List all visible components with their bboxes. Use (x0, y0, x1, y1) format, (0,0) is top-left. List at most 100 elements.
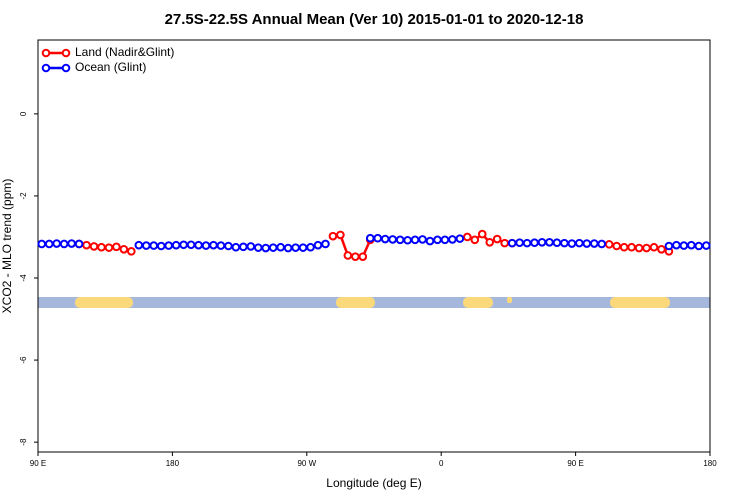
chart-title: 27.5S-22.5S Annual Mean (Ver 10) 2015-01… (165, 11, 584, 28)
point (470, 235, 480, 245)
point (612, 241, 621, 251)
point (253, 243, 263, 252)
point (552, 238, 562, 248)
point (530, 238, 539, 248)
point (545, 238, 554, 247)
point (119, 244, 129, 254)
point (701, 241, 711, 250)
land-patch (75, 297, 133, 308)
point (485, 238, 495, 247)
point (477, 229, 487, 239)
point (59, 239, 69, 249)
point (627, 242, 636, 252)
land-patch (463, 297, 493, 308)
point (582, 239, 592, 248)
point (328, 231, 338, 241)
point (343, 251, 353, 260)
legend-marker (41, 63, 51, 73)
point (104, 243, 114, 252)
legend-marker (41, 48, 51, 58)
point (82, 240, 91, 250)
point (463, 232, 472, 242)
point (74, 239, 84, 249)
point (231, 242, 241, 252)
point (209, 240, 218, 250)
land-mask-strip (38, 297, 710, 308)
point (604, 240, 614, 249)
point (515, 238, 524, 248)
point (440, 235, 450, 245)
point (164, 241, 173, 250)
point (141, 241, 151, 250)
y-tick-label: -2 (19, 192, 28, 200)
point (410, 235, 420, 245)
point (649, 242, 659, 252)
x-tick-label: 180 (166, 459, 180, 468)
point (268, 243, 278, 252)
point (313, 240, 323, 250)
point (395, 235, 405, 245)
point (403, 235, 412, 245)
point (694, 241, 704, 251)
point (351, 252, 360, 261)
point (567, 239, 577, 248)
point (373, 233, 383, 243)
point (388, 235, 397, 244)
point (589, 239, 599, 248)
point (186, 240, 196, 250)
point (37, 239, 47, 249)
point (276, 242, 285, 252)
point (224, 241, 233, 251)
point (455, 234, 465, 243)
point (298, 243, 308, 252)
point (97, 242, 106, 252)
point (507, 238, 517, 248)
x-tick-label: 90 E (30, 459, 46, 468)
y-tick-label: -6 (19, 356, 28, 364)
y-tick-label: -8 (19, 438, 28, 446)
point (634, 243, 644, 253)
x-tick-label: 0 (439, 459, 444, 468)
point (127, 247, 136, 256)
x-axis-label: Longitude (deg E) (326, 476, 421, 490)
point (560, 238, 569, 248)
y-axis-label: XCO2 - MLO trend (ppm) (0, 179, 14, 314)
point (672, 240, 681, 250)
point (425, 236, 435, 246)
point (492, 234, 502, 244)
y-tick-label: 0 (19, 111, 28, 116)
point (52, 239, 61, 248)
point (44, 239, 54, 249)
point (537, 238, 547, 247)
point (336, 230, 345, 240)
x-tick-label: 180 (703, 459, 717, 468)
point (112, 242, 121, 252)
point (134, 240, 144, 250)
x-tick-label: 90 E (567, 459, 583, 468)
legend-label: Land (Nadir&Glint) (75, 45, 174, 59)
point (216, 241, 226, 250)
point (642, 243, 651, 253)
point (365, 233, 375, 243)
point (291, 243, 300, 252)
point (687, 240, 696, 250)
y-tick-label: -4 (19, 274, 28, 282)
point (664, 241, 674, 251)
point (67, 239, 76, 248)
point (321, 239, 330, 249)
point (619, 242, 629, 252)
land-patch (610, 297, 670, 308)
land-patch (336, 297, 375, 308)
point (679, 241, 689, 250)
x-tick-label: 90 W (297, 459, 316, 468)
point (283, 243, 293, 253)
legend-label: Ocean (Glint) (75, 60, 146, 74)
point (306, 242, 315, 252)
point (500, 238, 509, 248)
point (246, 242, 256, 251)
point (194, 240, 203, 250)
land-patch (507, 297, 512, 303)
point (597, 239, 607, 249)
point (448, 235, 457, 244)
